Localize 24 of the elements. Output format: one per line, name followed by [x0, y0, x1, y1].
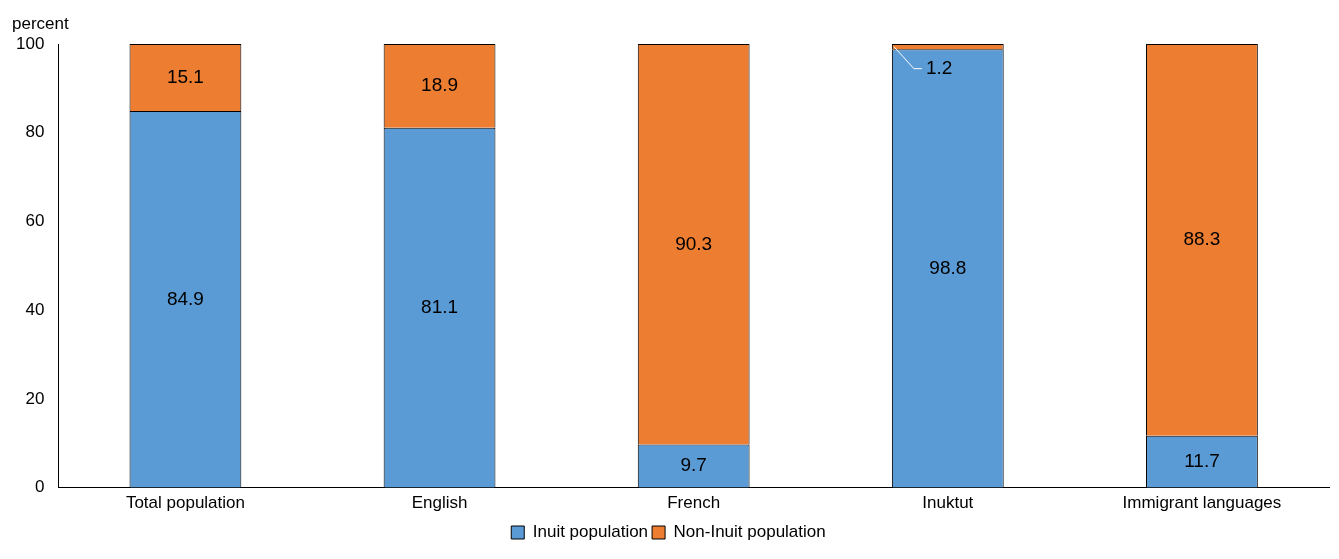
legend-label: Inuit population [532, 522, 649, 542]
data-label: 18.9 [421, 74, 459, 96]
x-tick-label: Inuktut [922, 493, 974, 513]
x-tick-label: French [667, 493, 721, 513]
data-label: 98.8 [929, 256, 967, 278]
y-tick-label: 80 [25, 122, 45, 142]
data-label: 1.2 [925, 56, 953, 78]
data-label: 11.7 [1184, 449, 1220, 471]
data-label: 9.7 [680, 454, 707, 476]
data-label: 88.3 [1183, 228, 1221, 250]
y-tick-label: 60 [25, 211, 45, 231]
x-tick-label: Immigrant languages [1122, 493, 1282, 513]
data-label: 84.9 [166, 287, 204, 309]
x-tick-label: English [411, 493, 468, 513]
data-label: 81.1 [421, 295, 459, 317]
y-tick-label: 100 [15, 33, 45, 53]
x-tick-label: Total population [125, 493, 245, 513]
y-axis-title: percent [12, 13, 69, 33]
y-tick-label: 20 [25, 388, 45, 408]
y-tick-label: 0 [34, 477, 45, 497]
data-label: 15.1 [166, 65, 204, 87]
data-label: 90.3 [675, 232, 713, 254]
legend-label: Non-Inuit population [673, 522, 826, 542]
y-tick-label: 40 [25, 299, 45, 319]
